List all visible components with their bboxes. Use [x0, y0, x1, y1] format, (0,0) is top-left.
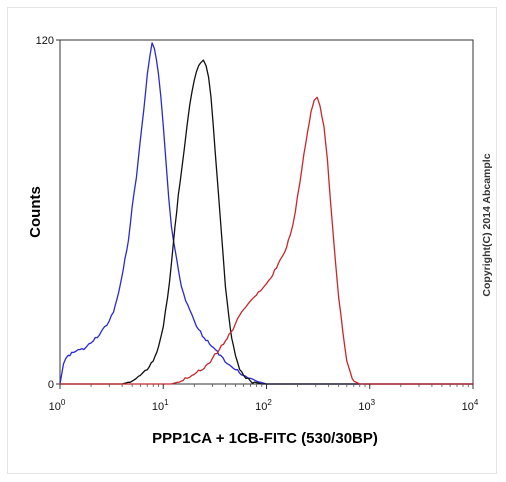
x-tick-exponent: 4	[474, 398, 479, 407]
chart-frame	[7, 7, 497, 474]
x-tick-label: 101	[152, 398, 169, 413]
y-tick-label: 120	[36, 35, 54, 47]
plot-area	[59, 39, 474, 385]
x-axis-title: PPP1CA + 1CB-FITC (530/30BP)	[152, 430, 378, 447]
histogram-series-3	[60, 96, 473, 385]
x-tick-base: 10	[255, 401, 267, 413]
x-tick-exponent: 2	[267, 398, 272, 407]
x-tick-exponent: 0	[61, 398, 66, 407]
x-tick-label: 100	[49, 398, 66, 413]
y-tick-label: 0	[48, 379, 54, 391]
x-tick-base: 10	[152, 401, 164, 413]
x-tick-label: 102	[255, 398, 272, 413]
x-tick-base: 10	[358, 401, 370, 413]
histogram-series-1	[59, 42, 473, 385]
x-tick-exponent: 1	[164, 398, 169, 407]
series-layer	[59, 42, 473, 385]
x-tick-base: 10	[462, 401, 474, 413]
y-axis-title: Counts	[27, 186, 44, 238]
copyright-annotation: Copyright(C) 2014 Abcamplc	[481, 153, 493, 296]
x-axis-ticks: 100 101 102 103 104	[49, 384, 479, 413]
x-tick-base: 10	[49, 401, 61, 413]
y-axis-ticks: 120 0	[36, 35, 60, 391]
x-tick-exponent: 3	[371, 398, 376, 407]
x-tick-label: 104	[462, 398, 479, 413]
histogram-series-2	[60, 59, 473, 385]
x-tick-label: 103	[358, 398, 375, 413]
